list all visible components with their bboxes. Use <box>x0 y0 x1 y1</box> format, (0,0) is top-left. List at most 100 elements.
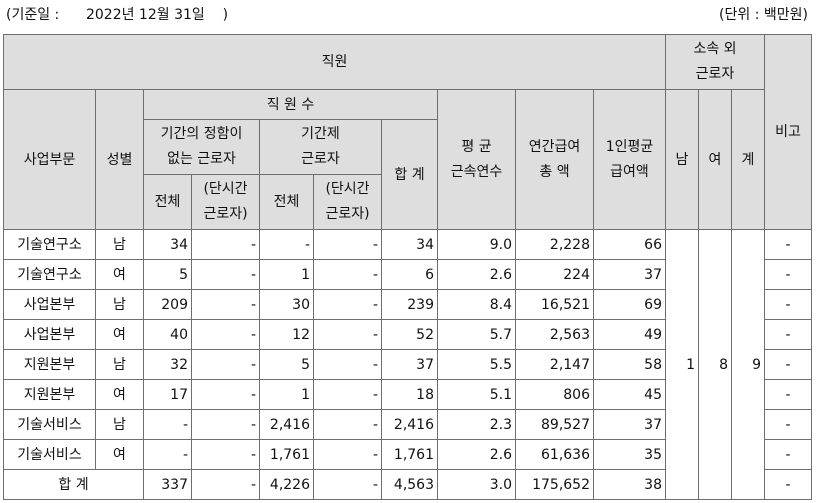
tenure-cell: 2.6 <box>437 259 516 290</box>
permanent-total-cell: 17 <box>143 379 192 410</box>
headcount-total-cell: 2,416 <box>381 409 438 440</box>
headcount-total-cell: 37 <box>381 349 438 380</box>
division-cell: 사업본부 <box>3 319 96 350</box>
remark-header: 비고 <box>764 34 812 230</box>
tenure-header-line-1: 평 균 <box>461 138 492 155</box>
fixed-part-time-cell: - <box>313 259 382 290</box>
gender-header: 성별 <box>95 89 144 230</box>
fixed-part-time-cell: - <box>313 409 382 440</box>
division-cell: 지원본부 <box>3 379 96 410</box>
fixed-part-time-cell: - <box>313 319 382 350</box>
table-row: 기술연구소 여 5-1-6 2.6 224 37- <box>3 259 812 290</box>
avg-pay-cell: 69 <box>593 289 666 320</box>
summary-annual-pay: 175,652 <box>515 469 594 500</box>
outsourced-male-header: 남 <box>665 89 699 230</box>
annual-pay-cell: 2,563 <box>515 319 594 350</box>
summary-avg-pay: 38 <box>593 469 666 500</box>
permanent-total-cell: 32 <box>143 349 192 380</box>
gender-cell: 여 <box>95 439 144 470</box>
outsourced-sum-cell: 9 <box>731 229 765 500</box>
gender-cell: 남 <box>95 289 144 320</box>
summary-permanent-total: 337 <box>143 469 192 500</box>
fixed-all-header: 전체 <box>259 174 314 230</box>
fixed-part-time-cell: - <box>313 439 382 470</box>
outsourced-sum-header: 계 <box>731 89 765 230</box>
permanent-part-time-cell: - <box>191 379 260 410</box>
tenure-cell: 5.7 <box>437 319 516 350</box>
permanent-header-line-1: 기간의 정함이 <box>160 126 243 142</box>
fixed-part-time-cell: - <box>313 289 382 320</box>
fixed-term-header: 기간제 근로자 <box>259 119 382 175</box>
summary-fixed-total: 4,226 <box>259 469 314 500</box>
outsourced-header-line-2: 근로자 <box>695 66 735 82</box>
gender-cell: 여 <box>95 319 144 350</box>
permanent-total-cell: 40 <box>143 319 192 350</box>
division-header: 사업부문 <box>3 89 96 230</box>
headcount-total-cell: 18 <box>381 379 438 410</box>
remark-cell: - <box>764 379 812 410</box>
outsourced-female-cell: 8 <box>698 229 732 500</box>
division-cell: 기술서비스 <box>3 439 96 470</box>
tenure-cell: 9.0 <box>437 229 516 260</box>
fixed-term-header-line-2: 근로자 <box>301 151 340 167</box>
tenure-cell: 8.4 <box>437 289 516 320</box>
fixed-total-cell: 1 <box>259 259 314 290</box>
headcount-total-cell: 52 <box>381 319 438 350</box>
avg-pay-header: 1인평균 급여액 <box>593 89 666 230</box>
annual-pay-cell: 61,636 <box>515 439 594 470</box>
permanent-total-cell: - <box>143 409 192 440</box>
reference-date: (기준일 : 2022년 12월 31일 ) <box>6 7 229 23</box>
fixed-part-time-header-line-2: 근로자) <box>325 206 370 222</box>
permanent-part-time-header-line-1: (단시간 <box>203 181 248 197</box>
annual-pay-header: 연간급여 총 액 <box>515 89 594 230</box>
permanent-part-time-cell: - <box>191 319 260 350</box>
permanent-part-time-cell: - <box>191 439 260 470</box>
summary-headcount-total: 4,563 <box>381 469 438 500</box>
tenure-cell: 5.5 <box>437 349 516 380</box>
summary-permanent-part-time: - <box>191 469 260 500</box>
division-cell: 지원본부 <box>3 349 96 380</box>
remark-cell: - <box>764 259 812 290</box>
gender-cell: 남 <box>95 229 144 260</box>
avg-pay-cell: 35 <box>593 439 666 470</box>
avg-pay-cell: 49 <box>593 319 666 350</box>
fixed-total-cell: 12 <box>259 319 314 350</box>
summary-row: 합 계 337-4,226-4,563 3.0 175,652 38- <box>3 469 812 500</box>
permanent-part-time-header-line-2: 근로자) <box>203 206 248 222</box>
outsourced-header: 소속 외 근로자 <box>665 34 765 90</box>
avg-pay-cell: 66 <box>593 229 666 260</box>
permanent-part-time-cell: - <box>191 409 260 440</box>
employees-header: 직원 <box>3 34 666 90</box>
headcount-total-cell: 6 <box>381 259 438 290</box>
permanent-all-header: 전체 <box>143 174 192 230</box>
unit-note: (단위 : 백만원) <box>719 7 808 23</box>
fixed-total-cell: 5 <box>259 349 314 380</box>
permanent-header-line-2: 없는 근로자 <box>167 151 236 167</box>
gender-cell: 여 <box>95 259 144 290</box>
tenure-header-line-2: 근속연수 <box>450 163 503 180</box>
tenure-cell: 2.3 <box>437 409 516 440</box>
avg-pay-cell: 45 <box>593 379 666 410</box>
fixed-part-time-cell: - <box>313 379 382 410</box>
outsourced-male-cell: 1 <box>665 229 699 500</box>
permanent-total-cell: - <box>143 439 192 470</box>
permanent-part-time-cell: - <box>191 259 260 290</box>
avg-pay-header-line-1: 1인평균 <box>605 138 654 155</box>
division-cell: 기술연구소 <box>3 229 96 260</box>
fixed-part-time-header-line-1: (단시간 <box>325 181 370 197</box>
remark-cell: - <box>764 439 812 470</box>
table-row: 기술서비스 여 - -1,761-1,761 2.6 61,636 35- <box>3 439 812 470</box>
summary-remark: - <box>764 469 812 500</box>
fixed-total-cell: 1 <box>259 379 314 410</box>
table-row: 사업본부 남 209-30-239 8.4 16,521 69- <box>3 289 812 320</box>
permanent-total-cell: 5 <box>143 259 192 290</box>
fixed-total-cell: 30 <box>259 289 314 320</box>
gender-cell: 남 <box>95 409 144 440</box>
remark-cell: - <box>764 409 812 440</box>
fixed-part-time-cell: - <box>313 349 382 380</box>
fixed-total-cell: 1,761 <box>259 439 314 470</box>
